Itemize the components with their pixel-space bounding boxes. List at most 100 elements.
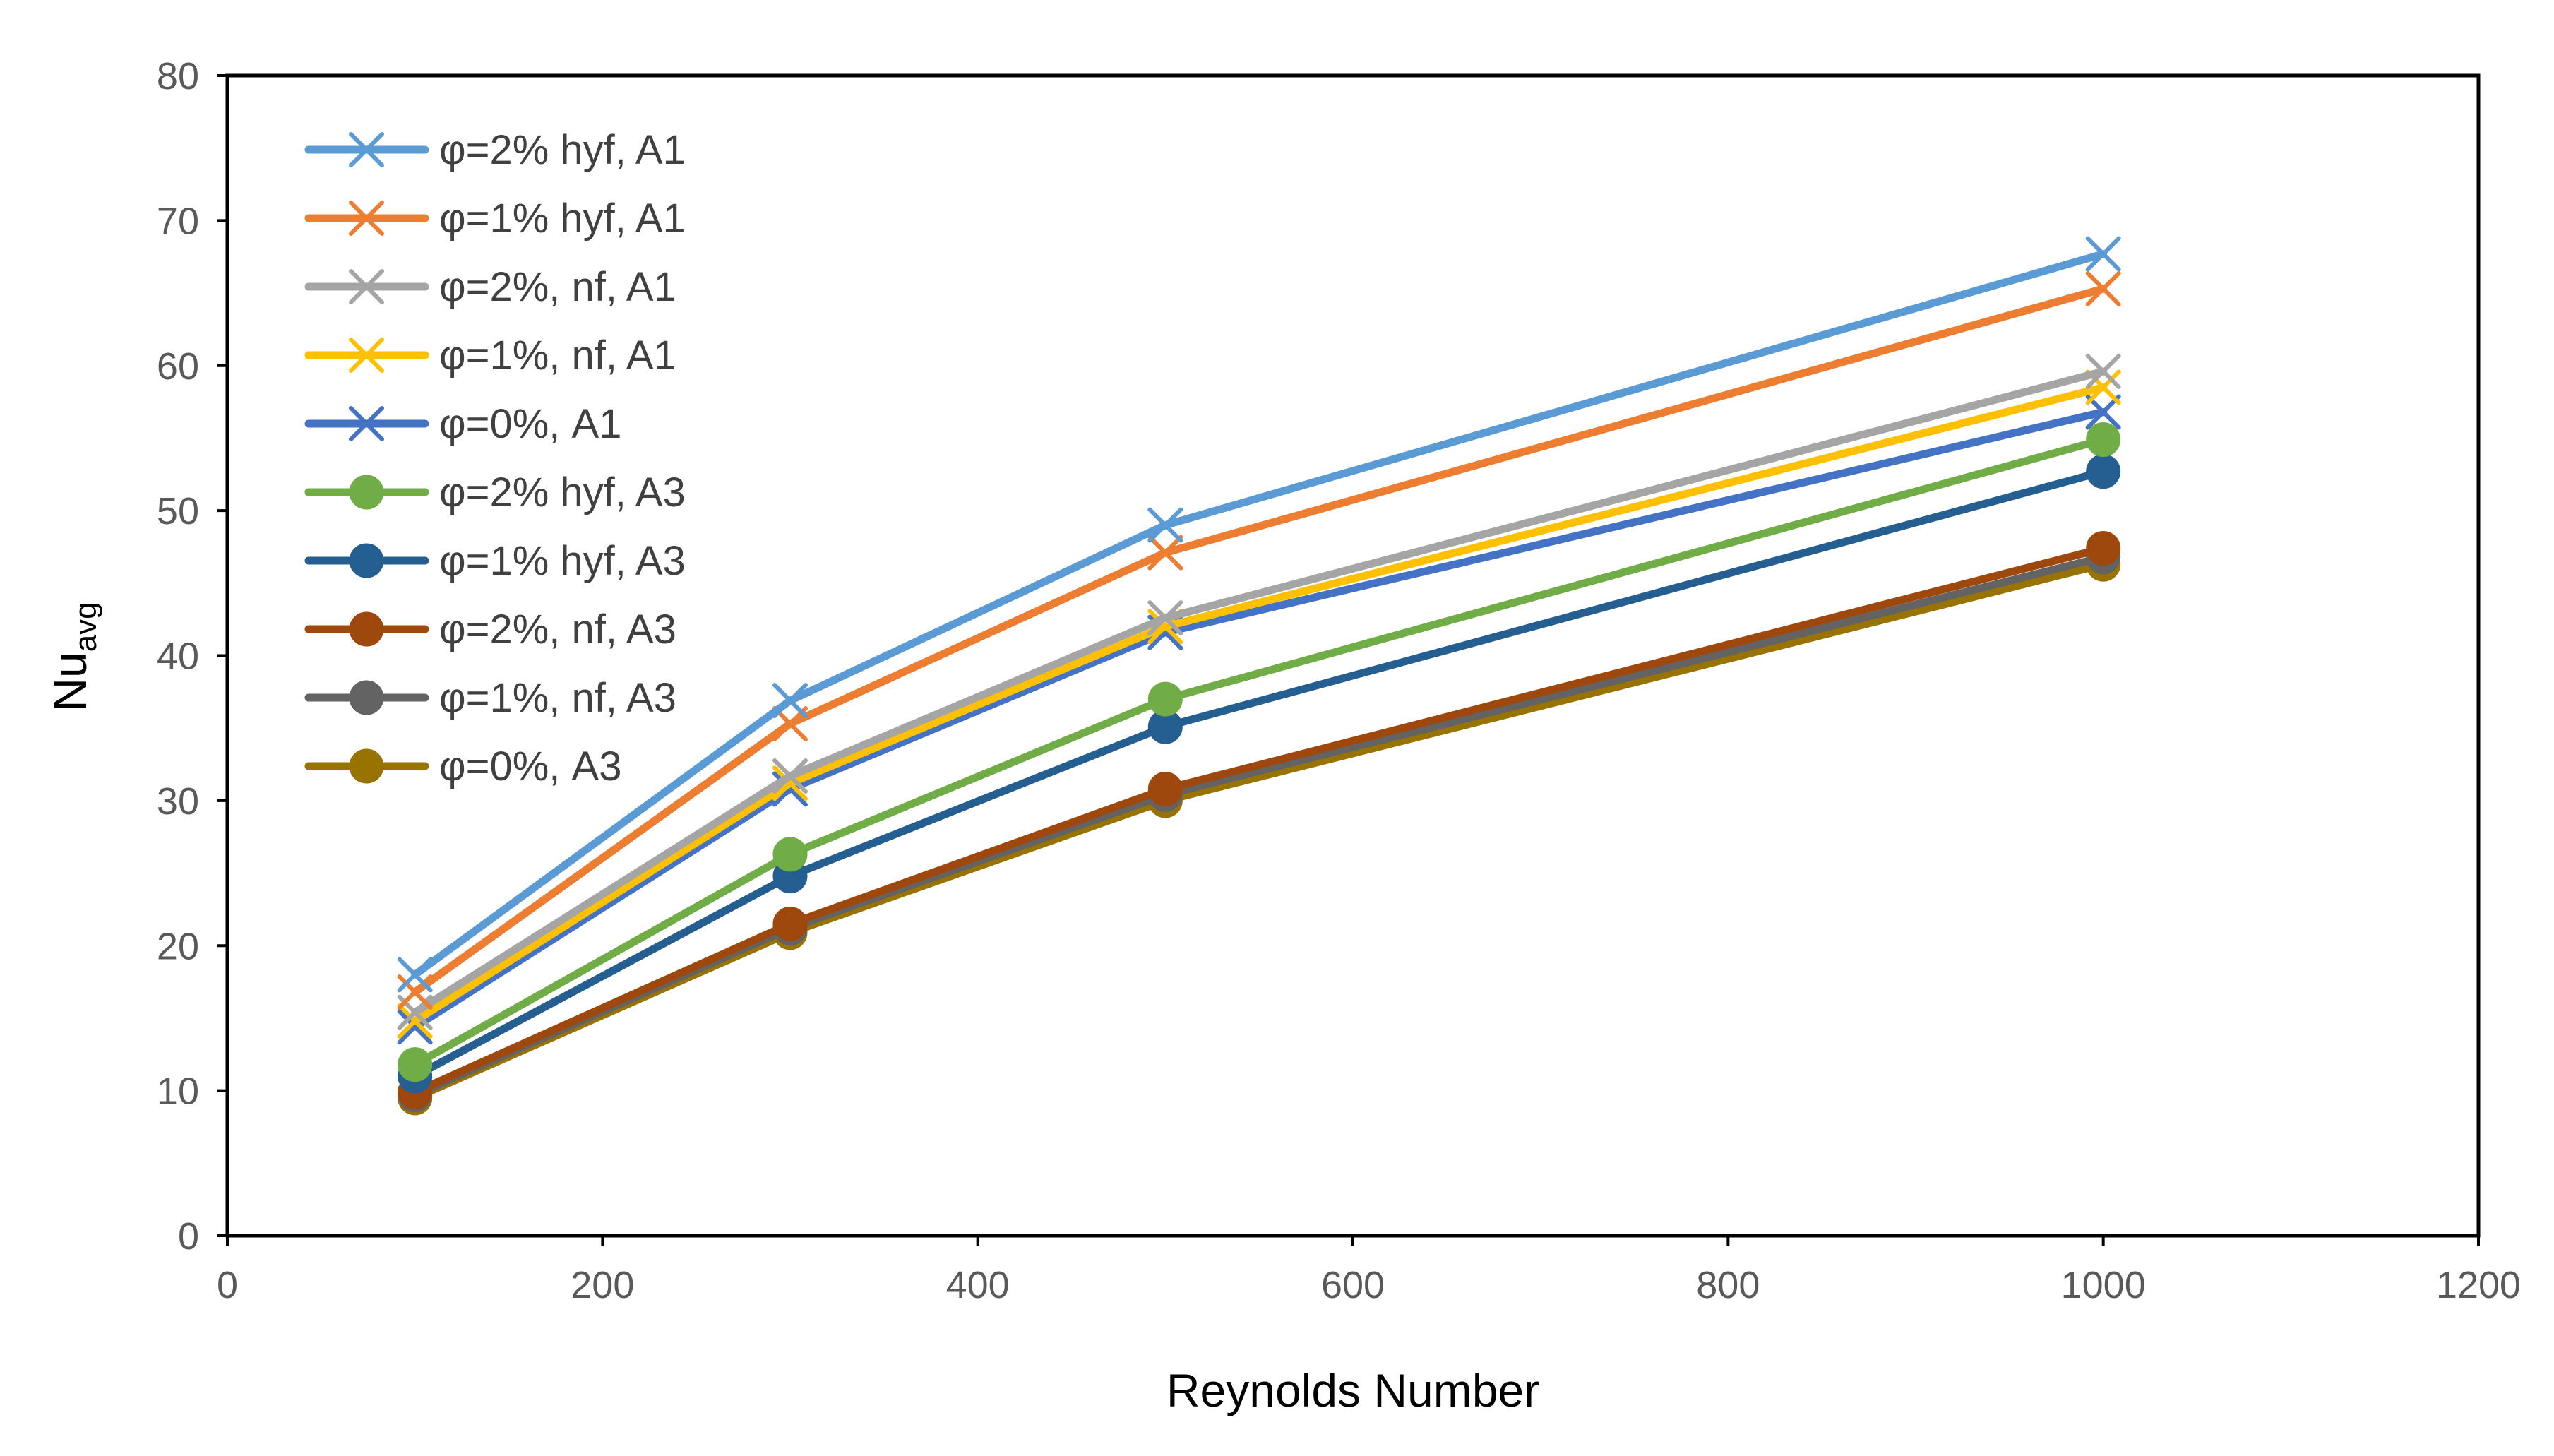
series-5: [397, 394, 2121, 1045]
legend-entry: φ=2%, nf, A1: [304, 264, 676, 310]
x-tick-label: 1200: [2436, 1264, 2521, 1306]
data-point: [1147, 681, 1183, 717]
legend-swatch-marker-stroke: [349, 406, 384, 441]
y-tick-label: 30: [157, 780, 199, 823]
data-point-stroke: [2085, 394, 2121, 430]
y-tick-label: 80: [157, 55, 199, 97]
data-point-stroke: [2085, 369, 2121, 405]
data-point: [2085, 353, 2121, 389]
legend-swatch-marker: [349, 338, 384, 373]
data-point: [1147, 507, 1183, 543]
series-line: [411, 285, 2108, 996]
x-tick-label: 800: [1696, 1264, 1760, 1306]
x-tick-label: 600: [1321, 1264, 1385, 1306]
series-layer: [397, 236, 2121, 1116]
data-point: [397, 1003, 433, 1039]
data-point-stroke: [772, 683, 808, 719]
legend-swatch-marker-stroke: [349, 338, 384, 373]
legend-entry: φ=1% hyf, A3: [304, 538, 686, 584]
y-axis-title-subscript: avg: [68, 602, 103, 652]
data-point-stroke: [2085, 270, 2121, 306]
legend-swatch-marker-stroke: [349, 201, 384, 236]
x-axis-ticks: 0 200 400 600 800 1000 1200: [217, 1236, 2521, 1306]
legend-swatch-marker: [349, 201, 384, 236]
legend: φ=2% hyf, A1 φ=1% hyf, A1 φ=2%, nf, A1 φ=1%…: [304, 127, 686, 789]
legend-label: φ=1% hyf, A3: [439, 538, 686, 584]
legend-swatch-marker: [349, 543, 384, 578]
y-tick-label: 0: [178, 1215, 199, 1258]
data-point-stroke: [397, 974, 433, 1010]
legend-label: φ=2% hyf, A3: [439, 470, 686, 515]
legend-swatch-marker: [349, 475, 384, 510]
series-line: [411, 436, 2108, 1069]
data-point-stroke: [772, 758, 808, 794]
legend-entry: φ=0%, A1: [304, 401, 621, 447]
y-axis-ticks: 0 10 20 30 40 50 60 70 80: [157, 55, 227, 1258]
y-tick-label: 40: [157, 635, 199, 678]
y-axis-title-main: Nu: [44, 652, 96, 711]
data-point-stroke: [1147, 600, 1183, 636]
legend-label: φ=2%, nf, A1: [439, 264, 676, 310]
x-tick-label: 400: [946, 1264, 1010, 1306]
series-line: [411, 408, 2108, 1031]
legend-entry: φ=1%, nf, A3: [304, 675, 676, 721]
data-point: [397, 974, 433, 1010]
y-axis-title: Nuavg: [44, 602, 103, 711]
legend-swatch-marker: [349, 269, 384, 304]
data-point: [1147, 600, 1183, 636]
series-line: [411, 467, 2108, 1080]
legend-entry: φ=2% hyf, A3: [304, 470, 686, 515]
series-6: [398, 422, 2121, 1082]
legend-entry: φ=1%, nf, A1: [304, 333, 676, 378]
y-tick-label: 50: [157, 490, 199, 532]
data-point: [2086, 531, 2121, 566]
data-point-stroke: [397, 957, 433, 993]
legend-swatch-marker: [349, 406, 384, 441]
series-line: [411, 383, 2108, 1025]
data-point: [1147, 771, 1183, 806]
legend-label: φ=0%, A1: [439, 401, 621, 447]
data-point-stroke: [1147, 507, 1183, 543]
data-point: [1147, 535, 1183, 571]
y-tick-label: 60: [157, 345, 199, 388]
series-line: [411, 250, 2108, 979]
data-point-stroke: [1147, 535, 1183, 571]
data-point-stroke: [2085, 236, 2121, 272]
data-point: [2085, 394, 2121, 430]
legend-entry: φ=0%, A3: [304, 744, 621, 789]
legend-label: φ=0%, A3: [439, 744, 621, 789]
legend-swatch-marker-stroke: [349, 132, 384, 167]
legend-swatch-marker: [349, 748, 384, 784]
legend-swatch-marker: [349, 611, 384, 647]
data-point: [2085, 270, 2121, 306]
data-point: [772, 758, 808, 794]
legend-swatch-marker-stroke: [349, 269, 384, 304]
x-tick-label: 0: [217, 1264, 238, 1306]
data-point: [772, 906, 808, 941]
series-line: [411, 367, 2108, 1017]
x-axis-title: Reynolds Number: [1166, 1364, 1539, 1416]
legend-label: φ=2% hyf, A1: [439, 127, 686, 173]
legend-label: φ=2%, nf, A3: [439, 607, 676, 652]
series-line: [411, 544, 2108, 1097]
legend-entry: φ=2% hyf, A1: [304, 127, 686, 173]
series-1: [397, 236, 2121, 993]
data-point: [397, 957, 433, 993]
y-tick-label: 20: [157, 925, 199, 967]
legend-label: φ=1%, nf, A3: [439, 675, 676, 721]
legend-swatch-marker: [349, 680, 384, 715]
plot-area-frame: [225, 73, 2481, 1238]
data-point: [772, 837, 808, 872]
series-3: [397, 353, 2121, 1030]
data-point: [772, 683, 808, 719]
series-2: [397, 270, 2121, 1010]
data-point: [398, 1047, 433, 1082]
y-tick-label: 10: [157, 1070, 199, 1113]
x-tick-label: 1000: [2061, 1264, 2146, 1306]
data-point-stroke: [2085, 353, 2121, 389]
legend-label: φ=1% hyf, A1: [439, 196, 686, 241]
data-point: [2085, 236, 2121, 272]
legend-entry: φ=1% hyf, A1: [304, 196, 686, 241]
